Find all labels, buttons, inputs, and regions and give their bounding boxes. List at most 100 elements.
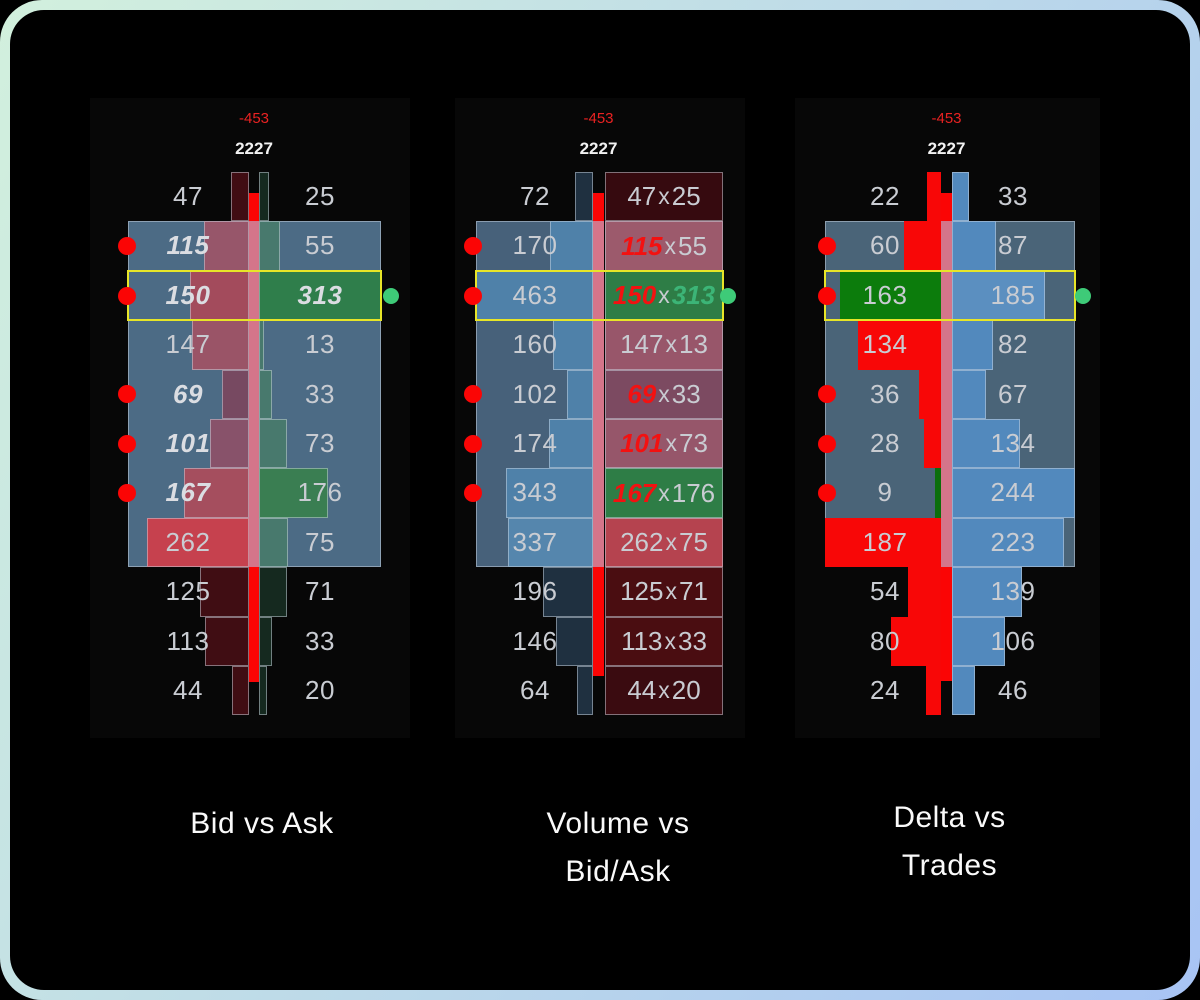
imbalance-dot-red bbox=[818, 286, 836, 305]
cell-separator: x bbox=[658, 183, 670, 210]
imbalance-dot-red bbox=[118, 385, 136, 404]
bid-bar bbox=[222, 369, 249, 419]
cell-ask-value: 13 bbox=[678, 329, 708, 360]
cell-bid-value: 167 bbox=[612, 477, 657, 508]
imbalance-dot-green bbox=[720, 287, 736, 304]
volume-bar bbox=[543, 567, 593, 617]
delta-value: 28 bbox=[870, 428, 900, 458]
imbalance-dot-red bbox=[818, 237, 836, 256]
bid-bar bbox=[147, 517, 249, 568]
bid-value: 147 bbox=[165, 329, 211, 360]
cell-separator: x bbox=[658, 479, 670, 506]
cell-separator: x bbox=[664, 627, 677, 654]
bid-ask-cell: 69 x 33 bbox=[605, 369, 723, 419]
imbalance-dot-red bbox=[118, 286, 136, 305]
center-line-red-bottom bbox=[593, 567, 604, 676]
center-line-pink bbox=[593, 221, 604, 568]
bid-bar bbox=[200, 567, 249, 617]
ask-bar bbox=[259, 419, 287, 469]
imbalance-dot-red bbox=[818, 434, 836, 453]
bid-bar bbox=[210, 419, 249, 469]
cell-ask-value: 20 bbox=[671, 675, 701, 706]
volume-bar bbox=[577, 666, 593, 716]
volume-value: 337 bbox=[512, 526, 558, 557]
bid-ask-cell: 262 x 75 bbox=[605, 517, 723, 568]
cumulative-delta-label: -453 bbox=[238, 110, 270, 127]
trades-value: 67 bbox=[998, 378, 1028, 409]
delta-bar bbox=[926, 666, 941, 716]
delta-bar bbox=[840, 270, 941, 321]
center-line-red-bottom bbox=[941, 567, 952, 681]
delta-bar bbox=[924, 419, 941, 469]
delta-bar bbox=[904, 221, 941, 271]
imbalance-dot-red bbox=[464, 434, 482, 453]
bid-ask-cell: 167 x 176 bbox=[605, 468, 723, 518]
delta-value: 24 bbox=[870, 675, 900, 705]
imbalance-dot-red bbox=[464, 484, 482, 503]
trades-bar bbox=[952, 567, 1022, 617]
volume-value: 72 bbox=[520, 181, 550, 211]
bid-ask-cell: 115 x 55 bbox=[605, 221, 723, 271]
cell-bid-value: 44 bbox=[627, 675, 657, 706]
bid-value: 150 bbox=[165, 279, 211, 310]
ask-value: 33 bbox=[305, 625, 335, 656]
bid-value: 262 bbox=[165, 526, 211, 557]
cell-ask-value: 71 bbox=[678, 576, 708, 607]
trades-bar bbox=[952, 616, 1005, 666]
delta-bar bbox=[891, 616, 941, 666]
ask-value: 33 bbox=[305, 378, 335, 409]
delta-value: 134 bbox=[862, 329, 908, 360]
trades-bar bbox=[952, 172, 969, 222]
bid-bar bbox=[231, 172, 249, 222]
trades-bar bbox=[952, 270, 1045, 321]
delta-bar bbox=[919, 369, 941, 419]
cell-ask-value: 25 bbox=[671, 181, 701, 212]
delta-value: 22 bbox=[870, 181, 900, 211]
volume-value: 170 bbox=[512, 230, 558, 261]
bid-ask-cell: 101 x 73 bbox=[605, 419, 723, 469]
trades-value: 46 bbox=[998, 675, 1028, 705]
cell-separator: x bbox=[665, 331, 677, 358]
total-volume-label: 2227 bbox=[927, 139, 966, 158]
volume-bar bbox=[508, 517, 593, 568]
imbalance-dot-green bbox=[383, 287, 399, 304]
bid-ask-cell: 125 x 71 bbox=[605, 567, 723, 617]
caption-delta-vs-trades: Delta vs Trades bbox=[797, 794, 1102, 890]
trades-value: 139 bbox=[990, 576, 1036, 607]
bid-bar bbox=[192, 320, 249, 370]
cell-bid-value: 147 bbox=[620, 329, 664, 360]
bid-value: 113 bbox=[166, 625, 210, 656]
imbalance-dot-red bbox=[818, 385, 836, 404]
bid-value: 44 bbox=[173, 675, 203, 705]
trades-bar bbox=[952, 517, 1064, 568]
volume-value: 343 bbox=[512, 477, 558, 508]
ask-value: 25 bbox=[305, 181, 335, 211]
bid-ask-cell: 113 x 33 bbox=[605, 616, 723, 666]
volume-bar bbox=[506, 468, 593, 518]
imbalance-dot-red bbox=[118, 237, 136, 256]
ask-value: 313 bbox=[297, 279, 343, 310]
trades-value: 223 bbox=[990, 526, 1036, 557]
bid-value: 69 bbox=[173, 378, 203, 409]
cell-ask-value: 75 bbox=[678, 526, 708, 557]
bid-ask-cell: 147 x 13 bbox=[605, 320, 723, 370]
cell-separator: x bbox=[664, 232, 677, 259]
ask-bar bbox=[259, 666, 267, 716]
cell-ask-value: 33 bbox=[678, 625, 707, 656]
imbalance-dot-green bbox=[1075, 287, 1091, 304]
cell-bid-value: 113 bbox=[621, 625, 663, 656]
cell-separator: x bbox=[665, 430, 677, 457]
delta-value: 80 bbox=[870, 625, 900, 656]
panel-volume-vs-bidask: -453 2227 47 x 25 115 x 55 150 x 313 147 x 13 69 x 33 101… bbox=[455, 98, 745, 738]
bid-value: 115 bbox=[166, 230, 210, 261]
ask-value: 176 bbox=[297, 477, 343, 508]
volume-bar bbox=[575, 172, 593, 222]
ask-value: 75 bbox=[305, 526, 335, 557]
trades-value: 134 bbox=[990, 428, 1036, 458]
caption-line: Volume vs bbox=[546, 807, 690, 840]
trades-value: 106 bbox=[990, 625, 1036, 656]
caption-line: Trades bbox=[901, 849, 998, 882]
imbalance-dot-red bbox=[464, 385, 482, 404]
bid-ask-cell: 44 x 20 bbox=[605, 666, 723, 716]
